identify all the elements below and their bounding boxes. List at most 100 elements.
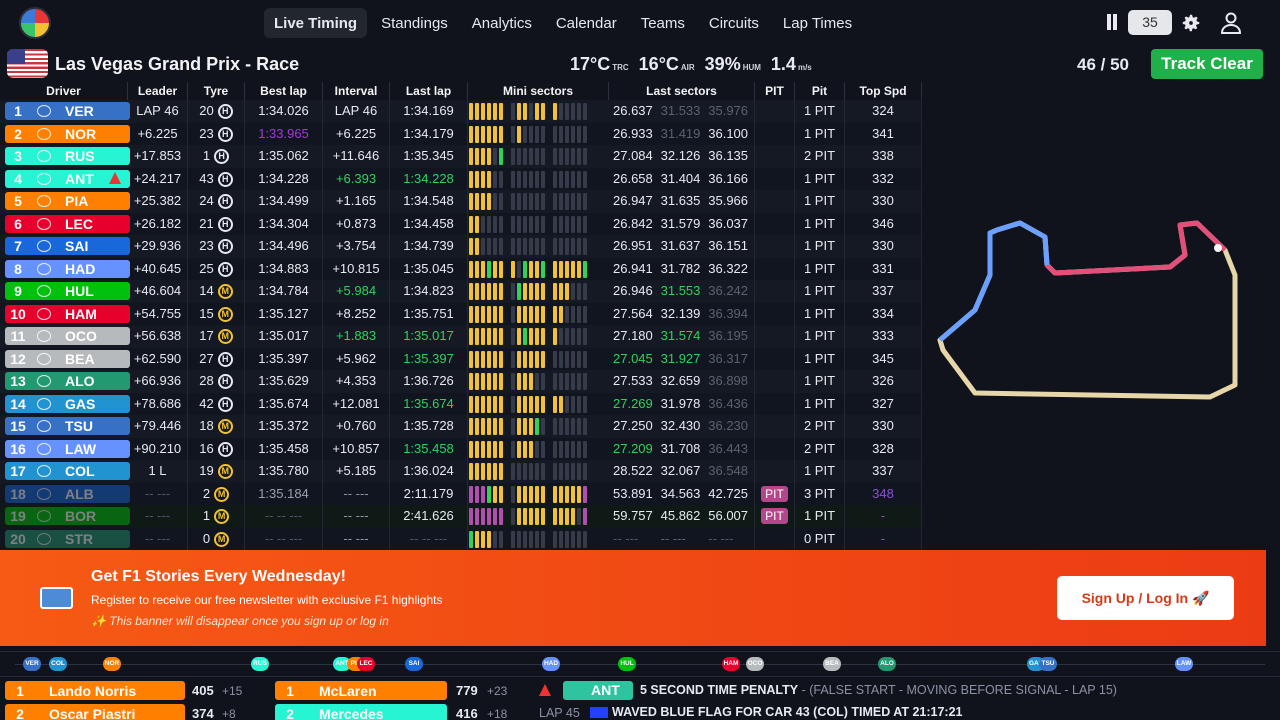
tracker-dot[interactable]: NOR: [103, 657, 121, 671]
header-tyre[interactable]: Tyre: [188, 82, 245, 100]
table-row[interactable]: 3 RUS +17.853 1 H 1:35.062 +11.646 1:35.345 27.0…: [0, 145, 922, 168]
tracker-dot[interactable]: LAW: [1175, 657, 1193, 671]
last-sectors: -- --- -- --- -- ---: [609, 527, 755, 550]
driver-tag[interactable]: 7 SAI: [5, 237, 130, 255]
header-leader[interactable]: Leader: [128, 82, 188, 100]
team-standing-1[interactable]: 1 McLaren: [275, 681, 447, 700]
tracker-dot[interactable]: ALO: [878, 657, 896, 671]
tyre-compound-icon: M: [214, 509, 230, 525]
tracker-dot[interactable]: HAM: [722, 657, 740, 671]
driver-standing-2[interactable]: 2 Oscar Piastri: [5, 704, 185, 720]
delay-input[interactable]: 35: [1128, 10, 1172, 35]
header-mini-sectors[interactable]: Mini sectors: [468, 82, 609, 100]
nav-live-timing[interactable]: Live Timing: [264, 8, 368, 38]
table-row[interactable]: 19 BOR -- --- 1 M -- -- --- -- --- 2:41.626 59.7…: [0, 505, 922, 528]
driver-tag[interactable]: 5 PIA: [5, 192, 130, 210]
header-driver[interactable]: Driver: [0, 82, 128, 100]
pause-icon[interactable]: [1105, 14, 1119, 30]
tyre-cell: 25 H: [188, 257, 245, 280]
app-logo[interactable]: [19, 7, 51, 39]
tracker-dot[interactable]: LEC: [357, 657, 375, 671]
table-row[interactable]: 11 OCO +56.638 17 M 1:35.017 +1.883 1:35.017 27.…: [0, 325, 922, 348]
pit-status: [755, 392, 795, 415]
tracker-dot[interactable]: TSU: [1039, 657, 1057, 671]
nav-analytics[interactable]: Analytics: [471, 14, 532, 32]
header-interval[interactable]: Interval: [323, 82, 390, 100]
interval: +5.185: [323, 460, 390, 483]
driver-standing-1[interactable]: 1 Lando Norris: [5, 681, 185, 700]
header-last-sectors[interactable]: Last sectors: [609, 82, 755, 100]
driver-tag[interactable]: 15 TSU: [5, 417, 130, 435]
driver-tag[interactable]: 6 LEC: [5, 214, 130, 233]
tyre-laps: 23: [199, 125, 214, 141]
position-number: 11: [10, 328, 26, 344]
user-icon[interactable]: [1221, 12, 1241, 34]
tyre-laps: 18: [199, 418, 214, 433]
nav-lap-times[interactable]: Lap Times: [782, 14, 853, 32]
nav-circuits[interactable]: Circuits: [708, 14, 759, 32]
tracker-dot[interactable]: RUS: [251, 657, 269, 671]
table-row[interactable]: 13 ALO +66.936 28 H 1:35.629 +4.353 1:36.726 27.…: [0, 370, 922, 393]
table-row[interactable]: 6 LEC +26.182 21 H 1:34.304 +0.873 1:34.458 26.8…: [0, 212, 922, 235]
tracker-dot[interactable]: ANT: [333, 657, 351, 671]
table-row[interactable]: 4 ANT +24.217 43 H 1:34.228 +6.393 1:34.228 26.6…: [0, 167, 922, 190]
driver-tag[interactable]: 3 RUS: [5, 147, 130, 165]
driver-tag[interactable]: 11 OCO: [5, 327, 130, 345]
driver-tag[interactable]: 9 HUL: [5, 282, 130, 300]
table-row[interactable]: 9 HUL +46.604 14 M 1:34.784 +5.984 1:34.823 26.9…: [0, 280, 922, 303]
table-row[interactable]: 16 LAW +90.210 16 H 1:35.458 +10.857 1:35.458 27…: [0, 437, 922, 460]
last-lap: -- -- ---: [390, 527, 468, 550]
driver-tag[interactable]: 20 STR: [5, 529, 130, 548]
gear-icon[interactable]: [1180, 12, 1202, 34]
nav-calendar[interactable]: Calendar: [555, 14, 617, 32]
table-row[interactable]: 5 PIA +25.382 24 H 1:34.499 +1.165 1:34.548 26.9…: [0, 190, 922, 213]
interval: +1.883: [323, 325, 390, 348]
driver-tag[interactable]: 17 COL: [5, 462, 130, 480]
nav-teams[interactable]: Teams: [640, 14, 685, 32]
table-row[interactable]: 14 GAS +78.686 42 H 1:35.674 +12.081 1:35.674 27…: [0, 392, 922, 415]
table-row[interactable]: 2 NOR +6.225 23 H 1:33.965 +6.225 1:34.179 26.93…: [0, 122, 922, 145]
header-best-lap[interactable]: Best lap: [245, 82, 323, 100]
driver-tag[interactable]: 1 VER: [5, 102, 130, 120]
header-top-speed[interactable]: Top Spd: [845, 82, 922, 100]
nav-standings[interactable]: Standings: [381, 14, 448, 32]
table-row[interactable]: 8 HAD +40.645 25 H 1:34.883 +10.815 1:35.045 26.…: [0, 257, 922, 280]
driver-tag[interactable]: 12 BEA: [5, 349, 130, 368]
driver-gain-1: +15: [222, 684, 243, 698]
team-standing-2[interactable]: 2 Mercedes: [275, 704, 447, 720]
driver-tag[interactable]: 10 HAM: [5, 304, 130, 323]
top-speed: 333: [845, 325, 922, 348]
driver-tag[interactable]: 19 BOR: [5, 507, 130, 525]
table-row[interactable]: 17 COL 1 L 19 M 1:35.780 +5.185 1:36.024 28.522 …: [0, 460, 922, 483]
mini-sectors: [469, 148, 607, 165]
table-row[interactable]: 20 STR -- --- 0 M -- -- --- -- --- -- -- --- -- …: [0, 527, 922, 550]
driver-tag[interactable]: 18 ALB: [5, 484, 130, 503]
table-row[interactable]: 12 BEA +62.590 27 H 1:35.397 +5.962 1:35.397 27.…: [0, 347, 922, 370]
header-pit[interactable]: PIT: [755, 82, 795, 100]
driver-tag[interactable]: 13 ALO: [5, 372, 130, 390]
last-lap: 1:36.024: [390, 460, 468, 483]
driver-tag[interactable]: 14 GAS: [5, 394, 130, 413]
tracker-dot[interactable]: BEA: [823, 657, 841, 671]
tracker-dot[interactable]: HAD: [542, 657, 560, 671]
header-pit-count[interactable]: Pit: [795, 82, 845, 100]
signup-button[interactable]: Sign Up / Log In 🚀: [1057, 576, 1234, 620]
tracker-dot[interactable]: SAI: [405, 657, 423, 671]
driver-tag[interactable]: 16 LAW: [5, 439, 130, 458]
driver-tag[interactable]: 2 NOR: [5, 124, 130, 143]
tracker-dot[interactable]: OCO: [746, 657, 764, 671]
table-row[interactable]: 15 TSU +79.446 18 M 1:35.372 +0.760 1:35.728 27.…: [0, 415, 922, 438]
last-sectors: 27.209 31.708 36.443: [609, 437, 755, 460]
tracker-dot[interactable]: COL: [49, 657, 67, 671]
table-row[interactable]: 18 ALB -- --- 2 M 1:35.184 -- --- 2:11.179 53.89…: [0, 482, 922, 505]
mini-sectors: [469, 463, 607, 480]
table-row[interactable]: 1 VER LAP 46 20 H 1:34.026 LAP 46 1:34.169 26.63…: [0, 100, 922, 123]
driver-tag[interactable]: 8 HAD: [5, 259, 130, 278]
driver-tag[interactable]: 4 ANT: [5, 169, 130, 188]
leader-gap: +79.446: [128, 415, 188, 438]
tracker-dot[interactable]: VER: [23, 657, 41, 671]
table-row[interactable]: 7 SAI +29.936 23 H 1:34.496 +3.754 1:34.739 26.9…: [0, 235, 922, 258]
header-last-lap[interactable]: Last lap: [390, 82, 468, 100]
tracker-dot[interactable]: HUL: [618, 657, 636, 671]
table-row[interactable]: 10 HAM +54.755 15 M 1:35.127 +8.252 1:35.751 27.…: [0, 302, 922, 325]
